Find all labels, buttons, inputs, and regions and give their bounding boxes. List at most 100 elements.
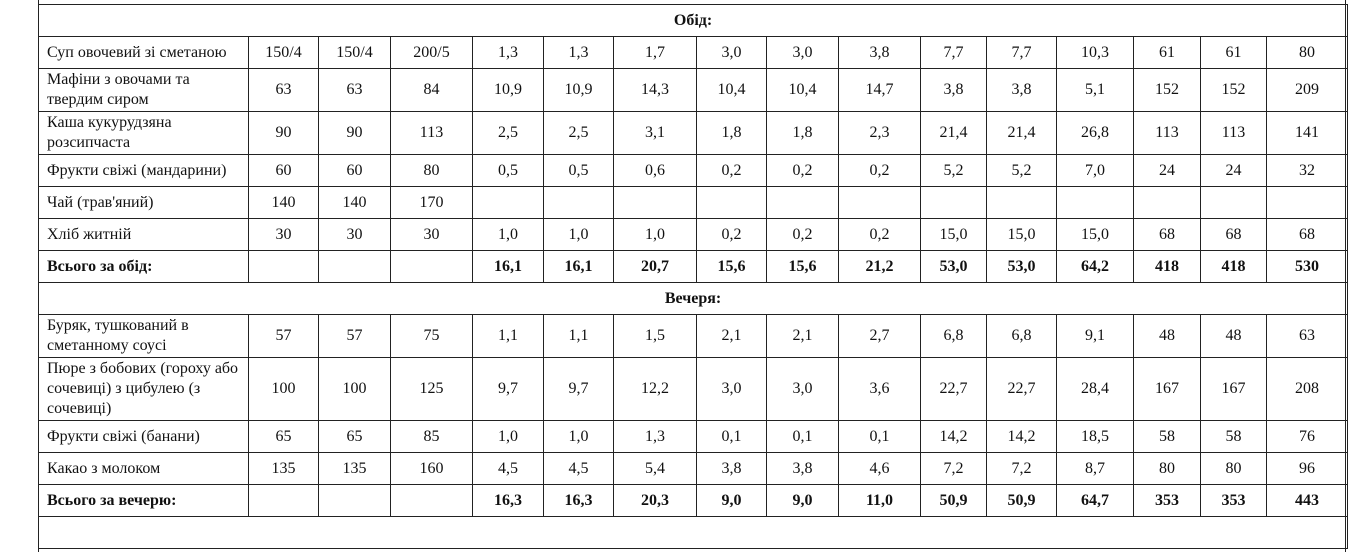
value-cell: [318, 250, 391, 283]
value-cell: 0,5: [543, 154, 614, 187]
value-cell: 3,0: [766, 357, 839, 421]
value-cell: 0,2: [696, 154, 767, 187]
value-cell: 0,2: [838, 218, 921, 251]
value-cell: 100: [318, 357, 391, 421]
value-cell: 68: [1200, 218, 1267, 251]
value-cell: 0,2: [838, 154, 921, 187]
value-cell: [1133, 186, 1201, 219]
value-cell: 152: [1200, 68, 1267, 112]
total-row: Всього за вечерю: 16,3 16,3 20,3 9,0 9,0 11,0 5…: [38, 484, 1349, 517]
value-cell: 530: [1265, 250, 1349, 283]
table-body: Обід: Суп овочевий зі сметаною 150/4 150/4 2…: [37, 4, 1349, 549]
value-cell: 1,0: [543, 420, 614, 453]
value-cell: 65: [318, 420, 391, 453]
value-cell: 50,9: [986, 484, 1057, 517]
value-cell: 2,1: [696, 314, 767, 358]
value-cell: 58: [1133, 420, 1201, 453]
value-cell: 21,4: [986, 111, 1057, 155]
value-cell: 1,0: [613, 218, 697, 251]
value-cell: 4,6: [838, 452, 921, 485]
value-cell: [838, 186, 921, 219]
value-cell: 140: [318, 186, 391, 219]
value-cell: 24: [1133, 154, 1201, 187]
dish-row: Мафіни з овочами та твердим сиром 63 63 84 1…: [38, 68, 1349, 112]
value-cell: 7,7: [920, 36, 987, 69]
dish-name: Всього за вечерю:: [38, 484, 249, 517]
value-cell: 5,2: [920, 154, 987, 187]
next-section-row: [37, 516, 1349, 549]
value-cell: 30: [248, 218, 319, 251]
value-cell: 28,4: [1056, 357, 1134, 421]
value-cell: 10,9: [543, 68, 614, 112]
value-cell: 61: [1133, 36, 1201, 69]
value-cell: 353: [1200, 484, 1267, 517]
value-cell: [920, 186, 987, 219]
value-cell: 0,5: [472, 154, 544, 187]
value-cell: 0,2: [766, 154, 839, 187]
value-cell: 2,3: [838, 111, 921, 155]
value-cell: 0,2: [766, 218, 839, 251]
value-cell: 60: [318, 154, 391, 187]
value-cell: 58: [1200, 420, 1267, 453]
dish-row: Чай (трав'яний) 140 140 170: [38, 186, 1349, 219]
value-cell: 1,8: [766, 111, 839, 155]
value-cell: [543, 186, 614, 219]
value-cell: 75: [390, 314, 473, 358]
value-cell: 4,5: [472, 452, 544, 485]
value-cell: 16,1: [472, 250, 544, 283]
value-cell: 1,7: [613, 36, 697, 69]
value-cell: [1200, 186, 1267, 219]
dish-name: Суп овочевий зі сметаною: [38, 36, 249, 69]
value-cell: 9,1: [1056, 314, 1134, 358]
value-cell: 208: [1265, 357, 1349, 421]
value-cell: 80: [1200, 452, 1267, 485]
value-cell: 15,0: [986, 218, 1057, 251]
value-cell: 418: [1200, 250, 1267, 283]
value-cell: 14,2: [920, 420, 987, 453]
value-cell: 9,0: [766, 484, 839, 517]
value-cell: 0,1: [766, 420, 839, 453]
value-cell: 48: [1133, 314, 1201, 358]
value-cell: 3,0: [766, 36, 839, 69]
value-cell: [472, 186, 544, 219]
dish-name: Мафіни з овочами та твердим сиром: [38, 68, 249, 112]
value-cell: 167: [1133, 357, 1201, 421]
value-cell: 0,1: [838, 420, 921, 453]
dish-row: Хліб житній 30 30 30 1,0 1,0 1,0 0,2 0,2 0,2 15,0 1…: [38, 218, 1349, 251]
value-cell: 1,3: [472, 36, 544, 69]
value-cell: 68: [1265, 218, 1349, 251]
value-cell: 57: [248, 314, 319, 358]
value-cell: 15,0: [920, 218, 987, 251]
value-cell: [1265, 186, 1349, 219]
value-cell: 4,5: [543, 452, 614, 485]
value-cell: 3,8: [766, 452, 839, 485]
value-cell: 7,2: [986, 452, 1057, 485]
value-cell: 150/4: [248, 36, 319, 69]
nutrition-table: Обід: Суп овочевий зі сметаною 150/4 150/4 2…: [37, 4, 1349, 549]
dish-row: Фрукти свіжі (мандарини) 60 60 80 0,5 0,5 0,6 0…: [38, 154, 1349, 187]
value-cell: 80: [1133, 452, 1201, 485]
value-cell: 152: [1133, 68, 1201, 112]
value-cell: [248, 484, 319, 517]
value-cell: [766, 186, 839, 219]
dish-name: Фрукти свіжі (мандарини): [38, 154, 249, 187]
value-cell: 60: [248, 154, 319, 187]
value-cell: 9,0: [696, 484, 767, 517]
value-cell: 5,1: [1056, 68, 1134, 112]
value-cell: 61: [1200, 36, 1267, 69]
value-cell: 48: [1200, 314, 1267, 358]
value-cell: 125: [390, 357, 473, 421]
section-title: Вечеря:: [37, 282, 1349, 315]
value-cell: [248, 250, 319, 283]
value-cell: 14,7: [838, 68, 921, 112]
value-cell: 135: [318, 452, 391, 485]
dish-row: Буряк, тушкований в сметанному соусі 57 57…: [38, 314, 1349, 358]
dish-row: Каша кукурудзяна розсипчаста 90 90 113 2,5 2,…: [38, 111, 1349, 155]
value-cell: 10,9: [472, 68, 544, 112]
value-cell: 14,2: [986, 420, 1057, 453]
value-cell: 24: [1200, 154, 1267, 187]
value-cell: 16,3: [472, 484, 544, 517]
value-cell: 3,0: [696, 36, 767, 69]
value-cell: 16,3: [543, 484, 614, 517]
